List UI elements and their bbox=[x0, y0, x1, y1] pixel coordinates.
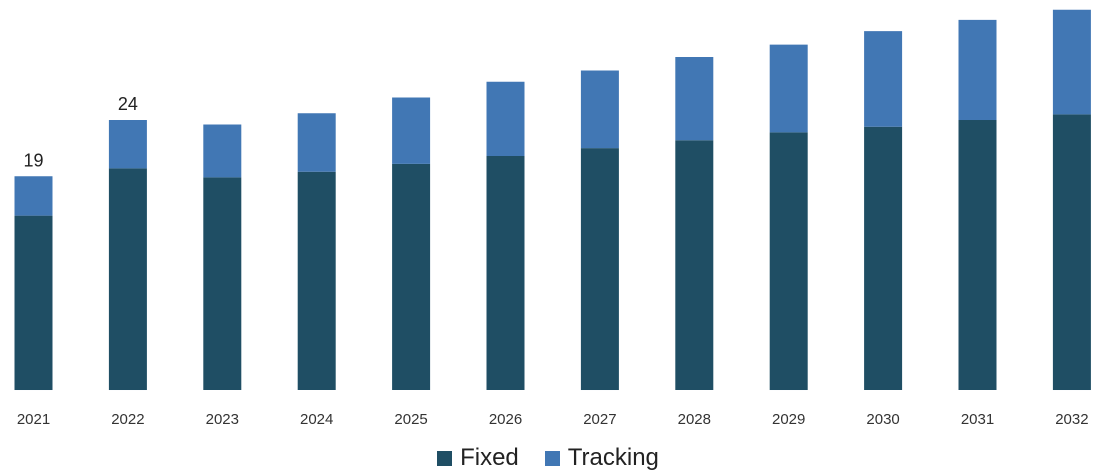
x-tick-label-2028: 2028 bbox=[678, 411, 711, 428]
bar-fixed-2030 bbox=[864, 126, 903, 390]
chart-legend: Fixed Tracking bbox=[0, 443, 1096, 473]
x-tick-label-2021: 2021 bbox=[17, 411, 50, 428]
data-label-2022: 24 bbox=[118, 94, 138, 114]
data-label-2021: 19 bbox=[23, 150, 43, 170]
x-tick-label-2029: 2029 bbox=[772, 411, 805, 428]
bar-tracking-2022 bbox=[108, 120, 147, 169]
bar-fixed-2032 bbox=[1052, 114, 1091, 391]
bar-fixed-2031 bbox=[958, 120, 997, 390]
x-tick-label-2025: 2025 bbox=[394, 411, 427, 428]
bar-tracking-2030 bbox=[864, 31, 903, 127]
bar-tracking-2028 bbox=[675, 57, 714, 141]
bar-fixed-2027 bbox=[580, 148, 619, 391]
legend-label-tracking: Tracking bbox=[567, 444, 659, 471]
bar-fixed-2022 bbox=[108, 168, 147, 391]
bar-fixed-2021 bbox=[14, 215, 53, 391]
bar-tracking-2025 bbox=[392, 97, 431, 164]
bar-tracking-2027 bbox=[580, 70, 619, 149]
legend-item-tracking: Tracking bbox=[544, 444, 659, 471]
x-tick-label-2023: 2023 bbox=[206, 411, 239, 428]
bar-fixed-2029 bbox=[769, 132, 808, 391]
bar-fixed-2026 bbox=[486, 156, 525, 390]
legend-label-fixed: Fixed bbox=[460, 444, 519, 471]
bar-tracking-2029 bbox=[769, 44, 808, 133]
bar-fixed-2023 bbox=[203, 177, 242, 390]
bar-chart-svg: 2021 19 2022 24 2023 2024 2025 2026 2027 2028 2029… bbox=[14, 9, 1091, 428]
bar-tracking-2032 bbox=[1052, 9, 1091, 115]
x-tick-label-2022: 2022 bbox=[111, 411, 144, 428]
legend-item-fixed: Fixed bbox=[437, 445, 519, 471]
bar-tracking-2021 bbox=[14, 176, 53, 216]
legend-swatch-fixed bbox=[437, 450, 453, 466]
x-tick-label-2026: 2026 bbox=[489, 411, 522, 428]
bar-tracking-2024 bbox=[297, 113, 336, 172]
bar-fixed-2025 bbox=[392, 163, 431, 390]
bar-tracking-2026 bbox=[486, 81, 525, 156]
bar-fixed-2024 bbox=[297, 171, 336, 390]
bars-layer bbox=[14, 9, 1091, 391]
bar-fixed-2028 bbox=[675, 140, 714, 390]
x-tick-label-2030: 2030 bbox=[866, 411, 899, 428]
x-tick-label-2027: 2027 bbox=[583, 411, 616, 428]
x-tick-label-2031: 2031 bbox=[961, 411, 994, 428]
labels-layer: 2021 19 2022 24 2023 2024 2025 2026 2027 2028 2029… bbox=[17, 94, 1089, 428]
bar-tracking-2031 bbox=[958, 19, 997, 121]
legend-swatch-tracking bbox=[544, 450, 560, 466]
x-tick-label-2024: 2024 bbox=[300, 411, 333, 428]
x-tick-label-2032: 2032 bbox=[1055, 411, 1088, 428]
bar-tracking-2023 bbox=[203, 124, 242, 178]
